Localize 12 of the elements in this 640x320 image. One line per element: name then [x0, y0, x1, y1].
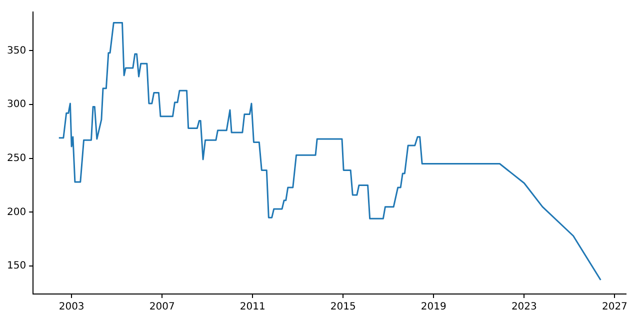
y-tick-label: 200 [6, 206, 26, 218]
x-tick-label: 2023 [511, 302, 537, 313]
y-tick-label: 350 [6, 45, 26, 56]
x-tick-label: 2011 [240, 302, 266, 313]
x-tick-label: 2007 [149, 302, 175, 313]
x-tick-label: 2027 [602, 302, 628, 313]
x-tick-label: 2015 [330, 302, 356, 313]
y-tick-label: 250 [6, 152, 26, 164]
y-tick-label: 150 [6, 260, 26, 272]
x-tick-label: 2003 [58, 302, 84, 313]
x-tick-label: 2019 [420, 302, 446, 313]
y-tick-label: 300 [6, 99, 26, 110]
